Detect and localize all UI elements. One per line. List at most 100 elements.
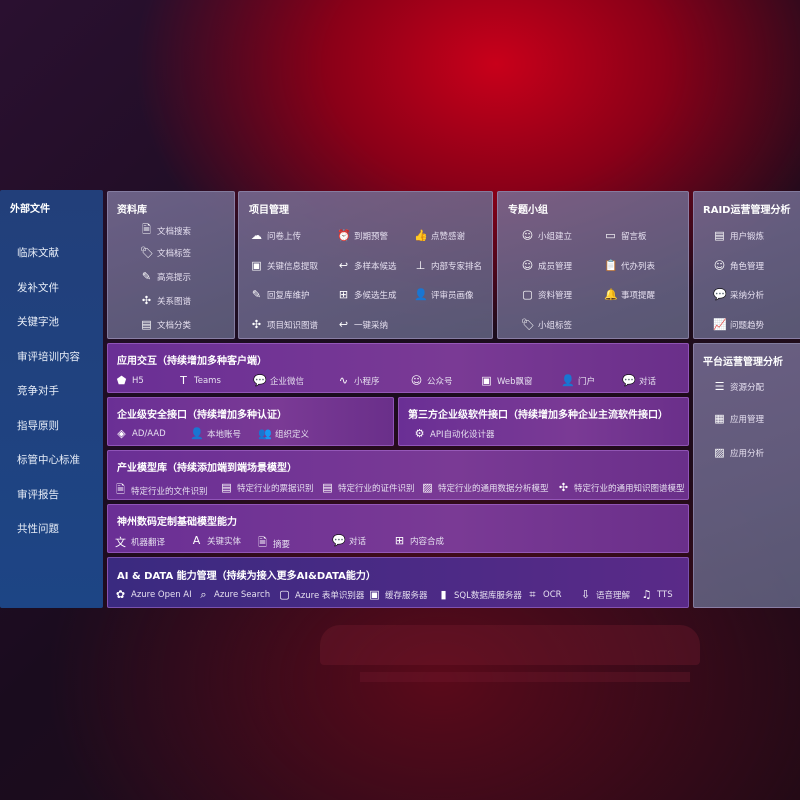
group-item-user-add[interactable]: ☺ 成员管理 bbox=[521, 259, 572, 272]
item-label: 门户 bbox=[578, 376, 596, 387]
thirdparty-item-gear[interactable]: ⚙ API自动化设计器 bbox=[413, 427, 495, 440]
project-item-network[interactable]: ✣ 项目知识图谱 bbox=[250, 318, 318, 331]
industry-item-network[interactable]: ✣ 特定行业的通用知识图谱模型 bbox=[557, 481, 685, 494]
chat-icon: 💬 bbox=[622, 374, 636, 387]
sidebar-item[interactable]: 关键字池 bbox=[17, 316, 59, 328]
item-label: 关键实体 bbox=[207, 536, 242, 547]
sidebar-item[interactable]: 标管中心标准 bbox=[17, 454, 80, 466]
user-lock-icon: 👤 bbox=[190, 427, 204, 440]
group-item-clipboard[interactable]: 📋 代办列表 bbox=[604, 259, 655, 272]
panel-title: 企业级安全接口（持续增加多种认证） bbox=[117, 410, 287, 421]
project-item-alarm[interactable]: ⏰ 到期预警 bbox=[337, 229, 388, 242]
raid-item-trend[interactable]: 📈 问题趋势 bbox=[713, 318, 764, 331]
project-item-puzzle[interactable]: ⊞ 多候选生成 bbox=[337, 288, 397, 301]
users-icon: ☺ bbox=[521, 229, 534, 242]
base-item-summary[interactable]: 🗎 摘要 bbox=[256, 534, 290, 553]
base-item-translate[interactable]: 文机器翻译 bbox=[114, 534, 165, 550]
item-label: 特定行业的通用知识图谱模型 bbox=[574, 483, 685, 494]
industry-item-doc[interactable]: 🗎 特定行业的文件识别 bbox=[114, 481, 207, 500]
aidata-item-search[interactable]: ⌕ Azure Search bbox=[197, 588, 270, 602]
security-item-org[interactable]: 👥 组织定义 bbox=[258, 427, 309, 440]
item-label: 本地账号 bbox=[207, 429, 242, 440]
library-item-tag[interactable]: 🏷 文档标签 bbox=[140, 246, 191, 259]
item-label: 公众号 bbox=[427, 376, 453, 387]
edit-icon: ✎ bbox=[251, 288, 262, 301]
project-item-window[interactable]: ▣ 关键信息提取 bbox=[250, 259, 318, 272]
library-item-doc-search[interactable]: 🗎 文档搜索 bbox=[140, 221, 191, 240]
sidebar-item[interactable]: 竞争对手 bbox=[17, 385, 59, 397]
folder-icon: ▢ bbox=[522, 288, 533, 301]
industry-item-analysis[interactable]: ▨ 特定行业的通用数据分析模型 bbox=[421, 481, 548, 494]
receipt-icon: ▤ bbox=[221, 481, 232, 494]
tts-icon: ♫ bbox=[641, 588, 652, 601]
item-label: 成员管理 bbox=[538, 261, 573, 272]
interaction-item-portal[interactable]: 👤 门户 bbox=[561, 374, 595, 387]
project-panel: 项目管理 bbox=[238, 191, 493, 339]
interaction-item-official-account[interactable]: ☺ 公众号 bbox=[410, 374, 453, 387]
graph-icon: ✣ bbox=[141, 294, 152, 307]
gear-icon: ⚙ bbox=[414, 427, 425, 440]
aidata-item-form[interactable]: ▢ Azure 表单识别器 bbox=[278, 588, 364, 601]
sidebar-item[interactable]: 审评培训内容 bbox=[17, 350, 80, 363]
project-item-rank[interactable]: ⊥ 内部专家排名 bbox=[414, 259, 482, 272]
panel-title: 专题小组 bbox=[508, 205, 548, 216]
sidebar-item[interactable]: 指导原则 bbox=[17, 419, 59, 432]
base-item-compose[interactable]: ⊞ 内容合成 bbox=[393, 534, 444, 547]
aidata-item-openai[interactable]: ✿ Azure Open AI bbox=[114, 588, 192, 601]
portal-icon: 👤 bbox=[561, 374, 575, 387]
teams-icon: T bbox=[180, 374, 187, 387]
group-item-tag[interactable]: 🏷 小组标签 bbox=[521, 318, 572, 331]
industry-item-receipt[interactable]: ▤ 特定行业的票据识别 bbox=[220, 481, 313, 494]
group-item-bell[interactable]: 🔔 事项提醒 bbox=[604, 288, 655, 301]
project-item-edit[interactable]: ✎ 回复库维护 bbox=[250, 288, 310, 301]
cache-icon: ▣ bbox=[369, 588, 380, 601]
raid-item-qa[interactable]: 💬 采纳分析 bbox=[713, 288, 764, 301]
project-item-user[interactable]: 👤 评审员画像 bbox=[414, 288, 474, 301]
item-label: 内容合成 bbox=[410, 536, 445, 547]
project-item-reply[interactable]: ↩ 一键采纳 bbox=[337, 318, 388, 331]
group-item-bbs[interactable]: ▭ 留言板 bbox=[604, 229, 647, 242]
interaction-item-teams[interactable]: T Teams bbox=[177, 374, 221, 387]
item-label: OCR bbox=[543, 590, 562, 600]
platform-item-apps[interactable]: ▦ 应用管理 bbox=[713, 412, 764, 425]
panel-title: 资料库 bbox=[117, 205, 147, 216]
industry-panel: 产业模型库（持续添加端到端场景模型） bbox=[107, 450, 689, 500]
base-item-entity[interactable]: A 关键实体 bbox=[190, 534, 241, 547]
security-item-user-lock[interactable]: 👤 本地账号 bbox=[190, 427, 241, 440]
sidebar-item[interactable]: 共性问题 bbox=[17, 523, 59, 535]
interaction-item-chat[interactable]: 💬 对话 bbox=[622, 374, 656, 387]
base-item-chat[interactable]: 💬 对话 bbox=[332, 534, 366, 547]
aidata-item-cache[interactable]: ▣ 缓存服务器 bbox=[368, 588, 427, 601]
aidata-item-tts[interactable]: ♫ TTS bbox=[640, 588, 673, 601]
aidata-item-ocr[interactable]: ⌗ OCR bbox=[526, 588, 562, 602]
group-item-folder[interactable]: ▢ 资料管理 bbox=[521, 288, 572, 301]
group-panel: 专题小组 bbox=[497, 191, 689, 339]
item-label: 留言板 bbox=[621, 231, 647, 242]
group-item-users[interactable]: ☺ 小组建立 bbox=[521, 229, 572, 242]
item-label: TTS bbox=[657, 589, 673, 600]
platform-item-list[interactable]: ☰ 资源分配 bbox=[713, 380, 764, 393]
raid-item-users[interactable]: ☺ 角色管理 bbox=[713, 259, 764, 272]
network-icon: ✣ bbox=[251, 318, 262, 331]
aidata-item-sql[interactable]: ▮ SQL数据库服务器 bbox=[437, 588, 521, 601]
project-item-reply[interactable]: ↩ 多样本候选 bbox=[337, 259, 397, 272]
sidebar-item[interactable]: 发补文件 bbox=[17, 281, 59, 294]
sidebar-item[interactable]: 审评报告 bbox=[17, 488, 59, 501]
interaction-item-window[interactable]: ▣ Web飘窗 bbox=[480, 374, 532, 387]
project-item-cloud-upload[interactable]: ☁ 问卷上传 bbox=[250, 229, 301, 242]
library-item-graph[interactable]: ✣ 关系图谱 bbox=[140, 294, 191, 307]
item-label: API自动化设计器 bbox=[430, 429, 495, 440]
raid-item-id-card[interactable]: ▤ 用户锻炼 bbox=[713, 229, 764, 242]
industry-item-id-card[interactable]: ▤ 特定行业的证件识别 bbox=[321, 481, 414, 494]
pen-icon: ✎ bbox=[141, 270, 152, 283]
platform-item-chart[interactable]: ▨ 应用分析 bbox=[713, 446, 764, 459]
security-item-ad[interactable]: ◈ AD/AAD bbox=[115, 427, 165, 440]
aidata-item-voice[interactable]: ⇩ 语音理解 bbox=[579, 588, 630, 601]
interaction-item-mini-program[interactable]: ∿ 小程序 bbox=[337, 374, 380, 387]
library-item-pen[interactable]: ✎ 高亮提示 bbox=[140, 270, 191, 283]
sidebar-item[interactable]: 临床文献 bbox=[17, 247, 59, 259]
interaction-item-html5[interactable]: ⬟ H5 bbox=[115, 374, 144, 387]
library-item-doc-classify[interactable]: ▤ 文档分类 bbox=[140, 318, 191, 331]
interaction-item-wechat[interactable]: 💬 企业微信 bbox=[253, 374, 304, 387]
project-item-thumbs-up[interactable]: 👍 点赞感谢 bbox=[414, 229, 465, 242]
